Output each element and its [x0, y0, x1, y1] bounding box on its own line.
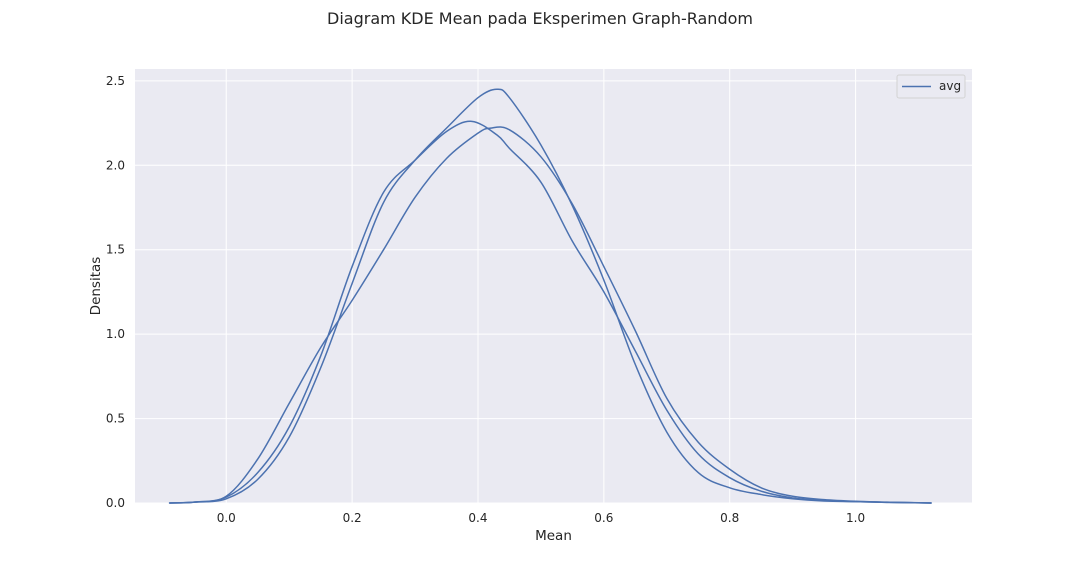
kde-line-3 — [168, 126, 932, 504]
kde-line-2 — [168, 120, 932, 504]
x-tick-label: 0.0 — [217, 511, 236, 525]
kde-line-1 — [168, 88, 932, 504]
y-tick-label: 1.5 — [106, 243, 125, 257]
gridlines — [135, 69, 972, 504]
plot-background — [135, 69, 972, 503]
legend-label-avg: avg — [939, 79, 961, 93]
x-tick-label: 0.2 — [343, 511, 362, 525]
x-axis-ticks: 0.0 0.2 0.4 0.6 0.8 1.0 — [217, 511, 865, 525]
y-axis-label: Densitas — [88, 257, 104, 316]
chart-title: Diagram KDE Mean pada Eksperimen Graph-R… — [327, 9, 753, 28]
y-tick-label: 1.0 — [106, 327, 125, 341]
x-tick-label: 0.4 — [468, 511, 487, 525]
y-axis-ticks: 0.0 0.5 1.0 1.5 2.0 2.5 — [106, 74, 125, 510]
y-tick-label: 2.0 — [106, 158, 125, 172]
x-tick-label: 1.0 — [846, 511, 865, 525]
x-tick-label: 0.6 — [594, 511, 613, 525]
y-tick-label: 0.5 — [106, 412, 125, 426]
x-tick-label: 0.8 — [720, 511, 739, 525]
y-tick-label: 2.5 — [106, 74, 125, 88]
y-tick-label: 0.0 — [106, 496, 125, 510]
legend: avg — [896, 74, 966, 99]
kde-series-layer — [168, 88, 932, 504]
x-axis-label: Mean — [535, 528, 572, 544]
